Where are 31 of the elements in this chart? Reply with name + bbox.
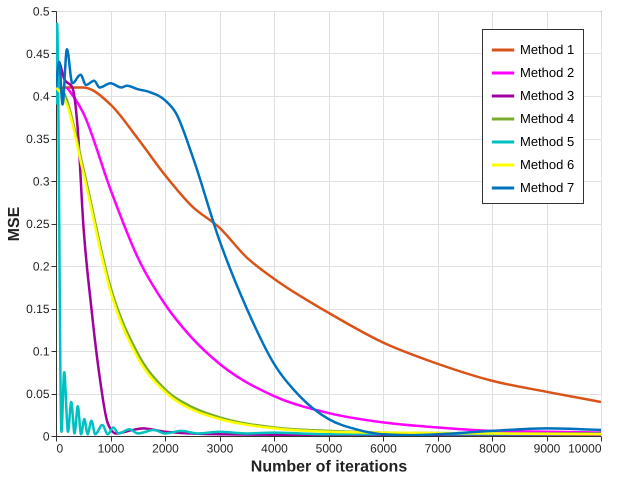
legend-label: Method 5 (520, 134, 574, 149)
y-tick-label: 0.1 (32, 344, 50, 358)
y-axis-title: MSE (6, 206, 24, 242)
legend-label: Method 1 (520, 42, 574, 57)
y-tick-label: 0.45 (26, 47, 50, 61)
y-tick-label: 0.2 (32, 260, 50, 274)
y-tick-label: 0 (42, 430, 50, 444)
legend-label: Method 4 (520, 111, 574, 126)
y-tick-label: 0.25 (26, 217, 50, 231)
x-tick-label: 3000 (206, 442, 234, 456)
x-tick-label: 2000 (152, 442, 180, 456)
y-tick-label: 0.4 (32, 90, 50, 104)
legend-label: Method 3 (520, 88, 574, 103)
x-tick-label: 8000 (479, 442, 506, 456)
x-tick-label: 1000 (98, 442, 125, 456)
x-axis-title: Number of iterations (250, 458, 408, 476)
x-tick-label: 9000 (534, 442, 561, 456)
y-tick-label: 0.5 (32, 4, 50, 18)
x-tick-label: 0 (56, 442, 64, 456)
x-tick-label: 6000 (370, 442, 398, 456)
legend-label: Method 2 (520, 65, 574, 80)
x-tick-label: 5000 (316, 442, 343, 456)
x-tick-label: 10000 (568, 442, 602, 456)
y-tick-label: 0.3 (32, 174, 50, 188)
y-tick-label: 0.05 (26, 387, 50, 401)
y-tick-label: 0.35 (26, 132, 50, 146)
y-tick-label: 0.15 (26, 302, 50, 316)
legend-label: Method 7 (520, 180, 574, 195)
legend-label: Method 6 (520, 157, 574, 172)
x-tick-label: 4000 (261, 442, 288, 456)
x-tick-label: 7000 (424, 442, 452, 456)
